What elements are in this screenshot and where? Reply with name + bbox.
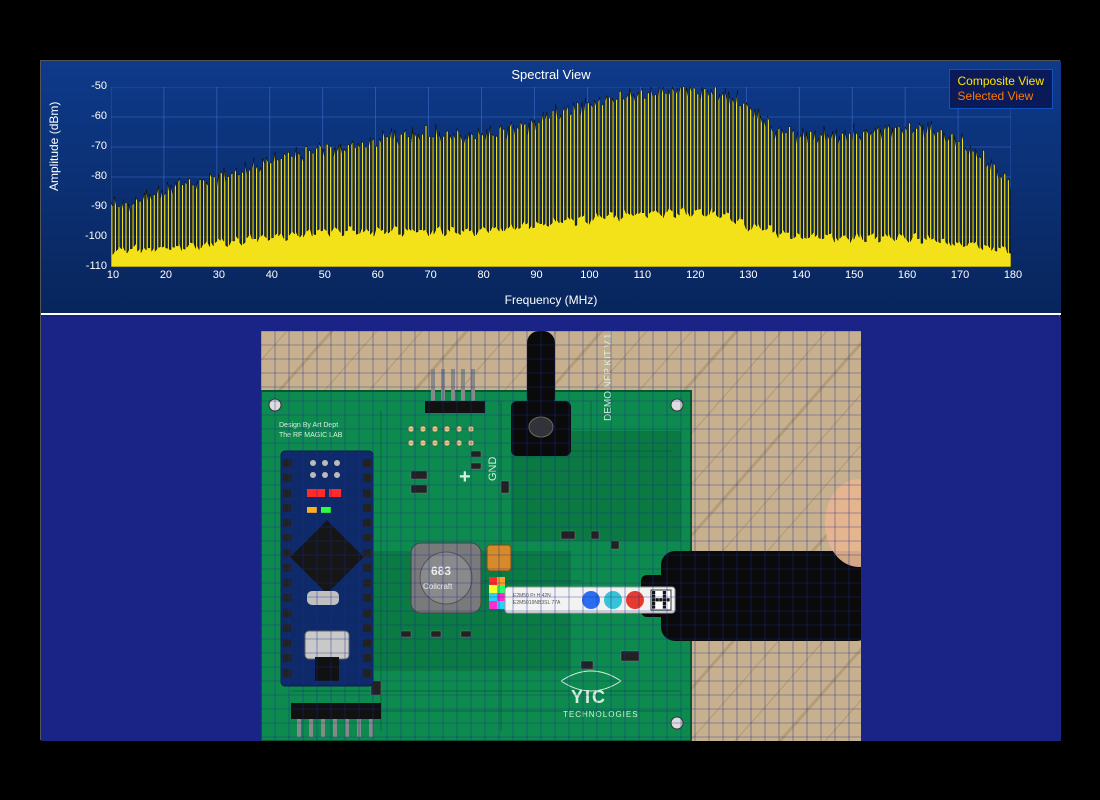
svg-text:Coilcraft: Coilcraft — [423, 582, 453, 591]
xtick: 10 — [101, 269, 125, 281]
chart-xlabel: Frequency (MHz) — [41, 293, 1061, 307]
ytick: -70 — [67, 140, 107, 152]
xtick: 100 — [577, 269, 601, 281]
xtick: 120 — [683, 269, 707, 281]
xtick: 160 — [895, 269, 919, 281]
xtick: 90 — [525, 269, 549, 281]
svg-text:GND: GND — [487, 457, 499, 482]
legend-composite[interactable]: Composite View — [958, 74, 1044, 89]
xtick: 40 — [260, 269, 284, 281]
ytick: -100 — [67, 230, 107, 242]
xtick: 80 — [472, 269, 496, 281]
app-window: Spectral View Amplitude (dBm) Frequency … — [40, 60, 1060, 740]
heat-pixels — [489, 577, 505, 609]
spectrum-svg — [111, 87, 1011, 267]
chart-ylabel: Amplitude (dBm) — [47, 102, 61, 191]
legend-selected[interactable]: Selected View — [958, 89, 1044, 104]
ytick: -80 — [67, 170, 107, 182]
svg-text:683: 683 — [431, 564, 451, 578]
camera-svg[interactable]: DEMO NFP KIT V.1.0 Design By Art Dept The … — [261, 331, 861, 741]
camera-panel: DEMO NFP KIT V.1.0 Design By Art Dept The … — [41, 317, 1061, 741]
xtick: 170 — [948, 269, 972, 281]
xtick: 140 — [789, 269, 813, 281]
svg-text:Design By Art Dept: Design By Art Dept — [279, 422, 338, 429]
chart-title: Spectral View — [41, 67, 1061, 82]
chart-legend[interactable]: Composite View Selected View — [949, 69, 1053, 109]
svg-text:DEMO NFP KIT V.1.0: DEMO NFP KIT V.1.0 — [603, 331, 614, 421]
svg-text:YIC: YIC — [571, 687, 607, 707]
xtick: 110 — [630, 269, 654, 281]
xtick: 180 — [1001, 269, 1025, 281]
xtick: 60 — [366, 269, 390, 281]
svg-text:E2M5019NB3SL 77A: E2M5019NB3SL 77A — [513, 600, 561, 606]
chart-plot-area[interactable] — [111, 87, 1011, 267]
xtick: 150 — [842, 269, 866, 281]
ytick: -60 — [67, 110, 107, 122]
svg-text:E2M50 Pr H 42N: E2M50 Pr H 42N — [513, 593, 551, 599]
xtick: 50 — [313, 269, 337, 281]
spectral-chart-panel: Spectral View Amplitude (dBm) Frequency … — [41, 61, 1061, 315]
ytick: -90 — [67, 200, 107, 212]
xtick: 20 — [154, 269, 178, 281]
inductor: 683 Coilcraft — [411, 543, 481, 613]
xtick: 130 — [736, 269, 760, 281]
svg-text:The RF MAGIC LAB: The RF MAGIC LAB — [279, 432, 343, 439]
svg-text:TECHNOLOGIES: TECHNOLOGIES — [563, 710, 639, 719]
xtick: 30 — [207, 269, 231, 281]
ytick: -50 — [67, 80, 107, 92]
xtick: 70 — [419, 269, 443, 281]
